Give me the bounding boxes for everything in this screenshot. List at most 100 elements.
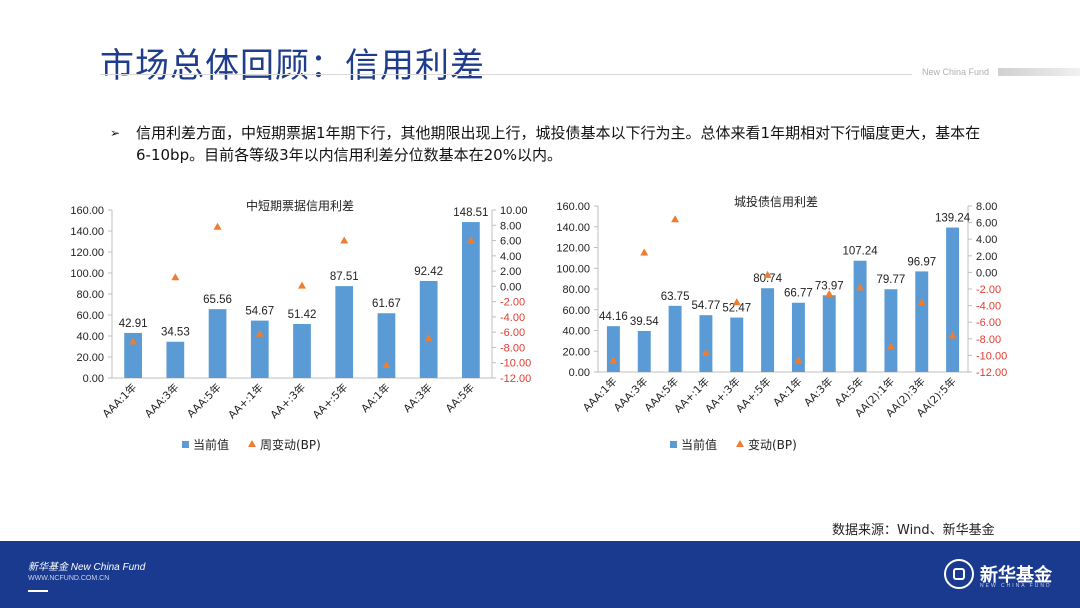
- legend-bar-swatch: [182, 441, 189, 448]
- chart-urban-investment-credit-spread: 城投债信用利差 0.00 20.00 40.00 60.00 80.00 100.00 120…: [556, 194, 1007, 452]
- marker-change-bp: [825, 289, 834, 297]
- marker-change-bp: [886, 342, 895, 350]
- y-tick-label-left: 40.00: [562, 326, 590, 338]
- bar-data-label: 148.51: [453, 207, 488, 219]
- x-category-label: AAA:5年: [184, 381, 223, 420]
- marker-change-bp: [298, 281, 306, 289]
- bar-data-label: 34.53: [161, 327, 190, 339]
- bar-data-label: 54.67: [245, 306, 274, 318]
- bar-data-label: 65.56: [203, 294, 232, 306]
- bar-data-label: 61.67: [372, 298, 401, 310]
- bar-current-value: [761, 288, 775, 372]
- y-tick-label-right: -4.00: [500, 312, 525, 324]
- y-tick-label-left: 80.00: [76, 289, 104, 301]
- bullet-point: ➢ 信用利差方面，中短期票据1年期下行，其他期限出现上行，城投债基本以下行为主。…: [110, 122, 990, 166]
- legend-marker-swatch: [248, 440, 256, 447]
- marker-change-bp: [255, 329, 264, 337]
- marker-change-bp: [213, 222, 222, 230]
- y-tick-label-left: 160.00: [70, 205, 104, 217]
- y-tick-label-right: 8.00: [500, 220, 521, 232]
- bar-current-value: [884, 289, 898, 372]
- bullet-text: 信用利差方面，中短期票据1年期下行，其他期限出现上行，城投债基本以下行为主。总体…: [136, 124, 981, 164]
- x-category-label: AAA:3年: [142, 381, 181, 420]
- bar-current-value: [335, 286, 354, 378]
- chart-mtn-credit-spread: 中短期票据信用利差 0.00 20.00 40.00 60.00 80.00 100.00 1…: [70, 198, 531, 452]
- bar-data-label: 80.74: [753, 273, 782, 285]
- bar-data-label: 51.42: [288, 309, 317, 321]
- bar-current-value: [699, 315, 713, 372]
- legend-bar-swatch: [670, 441, 677, 448]
- y-tick-label-left: 140.00: [556, 222, 590, 234]
- marker-change-bp: [701, 348, 710, 356]
- bar-data-label: 96.97: [907, 256, 936, 268]
- bar-current-value: [462, 222, 480, 378]
- x-category-label: AA:1年: [770, 375, 804, 409]
- footer-brand: 新华基金 New China Fund: [28, 562, 146, 573]
- y-tick-label-right: -12.00: [976, 367, 1007, 379]
- x-category-label: AA+:1年: [225, 381, 265, 421]
- bar-current-value: [822, 295, 836, 372]
- x-category-label: AAA:1年: [100, 381, 139, 420]
- y-tick-label-left: 0.00: [569, 367, 590, 379]
- bar-current-value: [250, 320, 269, 378]
- bar-current-value: [419, 280, 438, 378]
- header-divider: [100, 74, 912, 75]
- bar-current-value: [124, 332, 142, 378]
- y-tick-label-left: 20.00: [76, 352, 104, 364]
- marker-change-bp: [948, 331, 957, 339]
- y-tick-label-right: -6.00: [976, 317, 1001, 329]
- y-tick-label-right: 0.00: [500, 281, 521, 293]
- footer-dash: [28, 590, 48, 592]
- y-tick-label-left: 140.00: [70, 226, 104, 238]
- marker-change-bp: [917, 298, 926, 306]
- marker-change-bp: [609, 356, 618, 364]
- y-tick-label-left: 20.00: [562, 346, 590, 358]
- y-tick-label-right: 10.00: [500, 205, 528, 217]
- y-tick-label-right: 2.00: [976, 251, 997, 263]
- bar-data-label: 52.47: [722, 303, 751, 315]
- y-tick-label-right: -10.00: [500, 358, 531, 370]
- x-category-label: AA:1年: [358, 381, 392, 415]
- bar-data-label: 66.77: [784, 288, 813, 300]
- bar-current-value: [668, 305, 682, 372]
- y-tick-label-left: 100.00: [70, 268, 104, 280]
- bar-current-value: [208, 309, 227, 378]
- y-tick-label-right: 2.00: [500, 266, 521, 278]
- bar-current-value: [166, 341, 185, 378]
- marker-change-bp: [671, 215, 680, 223]
- y-tick-label-right: 4.00: [976, 234, 997, 246]
- bar-data-label: 42.91: [119, 318, 148, 330]
- x-category-label: AA+:5年: [310, 381, 350, 421]
- bar-current-value: [377, 313, 396, 378]
- x-category-label: AA:3年: [801, 375, 835, 409]
- x-category-label: AA+:3年: [268, 381, 308, 421]
- marker-change-bp: [466, 236, 475, 244]
- y-tick-label-left: 120.00: [556, 243, 590, 255]
- marker-change-bp: [424, 334, 433, 342]
- bar-data-label: 92.42: [414, 266, 443, 278]
- y-tick-label-left: 40.00: [76, 331, 104, 343]
- bar-current-value: [293, 324, 311, 378]
- y-tick-label-right: -2.00: [976, 284, 1001, 296]
- bar-data-label: 107.24: [842, 246, 878, 258]
- bar-current-value: [730, 317, 744, 372]
- y-tick-label-right: -6.00: [500, 327, 525, 339]
- y-tick-label-right: -8.00: [500, 342, 525, 354]
- y-tick-label-right: 8.00: [976, 201, 997, 213]
- marker-change-bp: [171, 273, 180, 281]
- legend-label-change: 周变动(BP): [260, 437, 321, 452]
- y-tick-label-left: 100.00: [556, 263, 590, 275]
- x-category-label: AA:5年: [443, 381, 477, 415]
- y-tick-label-right: 0.00: [976, 267, 997, 279]
- y-tick-label-left: 0.00: [83, 373, 104, 385]
- marker-change-bp: [340, 236, 349, 244]
- y-tick-label-left: 80.00: [562, 284, 590, 296]
- bar-data-label: 87.51: [330, 271, 359, 283]
- data-source: 数据来源：Wind、新华基金: [832, 523, 995, 538]
- footer-url[interactable]: WWW.NCFUND.COM.CN: [28, 575, 110, 582]
- marker-change-bp: [129, 337, 138, 345]
- bar-data-label: 79.77: [877, 274, 906, 286]
- y-tick-label-left: 60.00: [76, 310, 104, 322]
- y-tick-label-left: 120.00: [70, 247, 104, 259]
- marker-change-bp: [640, 248, 649, 256]
